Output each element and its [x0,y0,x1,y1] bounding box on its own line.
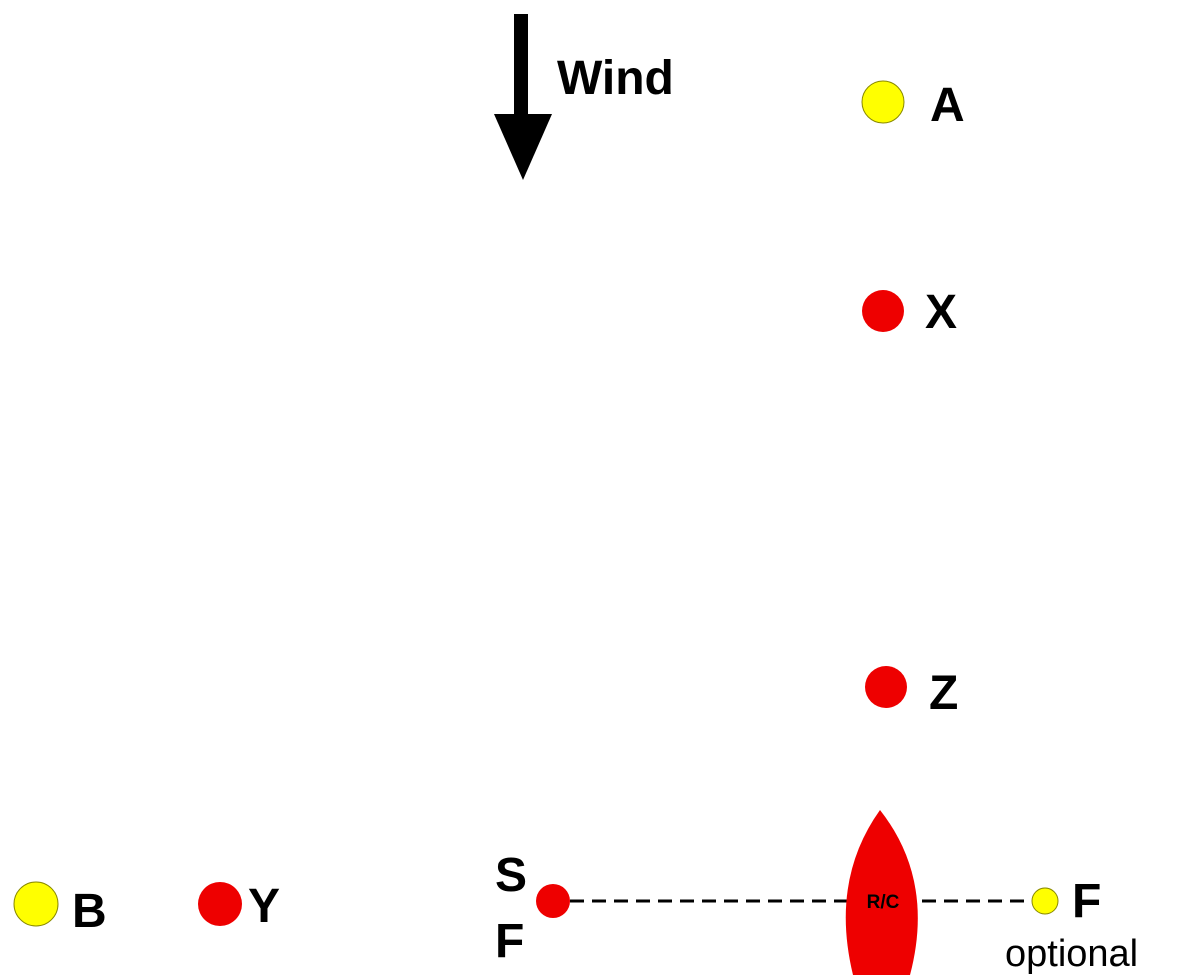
mark-y [198,882,242,926]
mark-x-label: X [925,286,957,339]
mark-z [865,666,907,708]
mark-x [862,290,904,332]
mark-a-label: A [930,79,965,132]
pin-end-mark [536,884,570,918]
committee-boat-icon [845,810,918,975]
mark-b-label: B [72,885,107,938]
optional-note: optional [1005,933,1138,975]
start-label: S [495,849,527,902]
optional-finish-label: F [1072,875,1101,928]
wind-arrow-icon [494,14,552,180]
mark-z-label: Z [929,667,958,720]
mark-a [861,80,905,124]
pin-finish-label: F [495,915,524,968]
wind-label: Wind [557,52,674,105]
mark-y-label: Y [248,880,280,933]
optional-finish-mark [1031,887,1059,915]
committee-boat-label: R/C [867,892,900,913]
mark-b [13,881,59,927]
